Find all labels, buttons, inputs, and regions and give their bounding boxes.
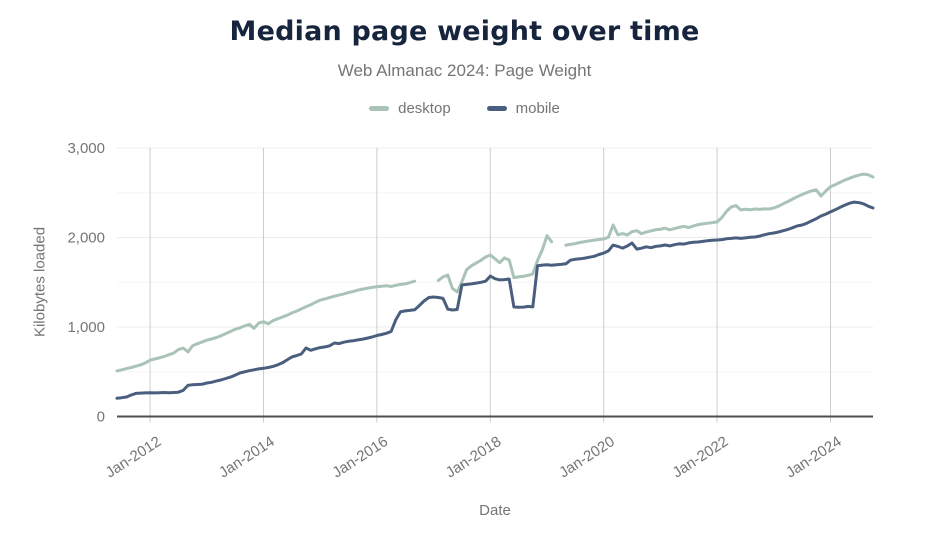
legend-item-desktop: desktop — [369, 100, 451, 117]
chart-subtitle: Web Almanac 2024: Page Weight — [337, 61, 592, 80]
x-tick-label: Jan-2012 — [103, 433, 165, 481]
desktop-swatch-icon — [369, 106, 390, 111]
y-tick-label: 0 — [97, 409, 105, 426]
y-tick-label: 2,000 — [67, 230, 105, 247]
legend-label-desktop: desktop — [398, 100, 451, 117]
x-tick-label: Jan-2020 — [556, 433, 618, 481]
mobile-swatch-icon — [486, 106, 507, 111]
legend: desktop mobile — [0, 100, 929, 117]
chart-title: Median page weight over time — [229, 16, 700, 47]
legend-label-mobile: mobile — [515, 100, 560, 117]
y-axis-title: Kilobytes loaded — [31, 226, 49, 338]
mobile-line — [115, 200, 875, 400]
legend-item-mobile: mobile — [486, 100, 560, 117]
desktop-line — [115, 172, 875, 373]
y-tick-label: 3,000 — [67, 140, 105, 157]
x-tick-label: Jan-2016 — [329, 433, 391, 481]
x-tick-label: Jan-2022 — [670, 433, 732, 481]
y-tick-label: 1,000 — [67, 319, 105, 336]
x-tick-label: Jan-2018 — [443, 433, 505, 481]
x-tick-label: Jan-2024 — [783, 433, 845, 481]
x-tick-label: Jan-2014 — [216, 433, 278, 481]
x-axis-title: Date — [479, 502, 511, 519]
